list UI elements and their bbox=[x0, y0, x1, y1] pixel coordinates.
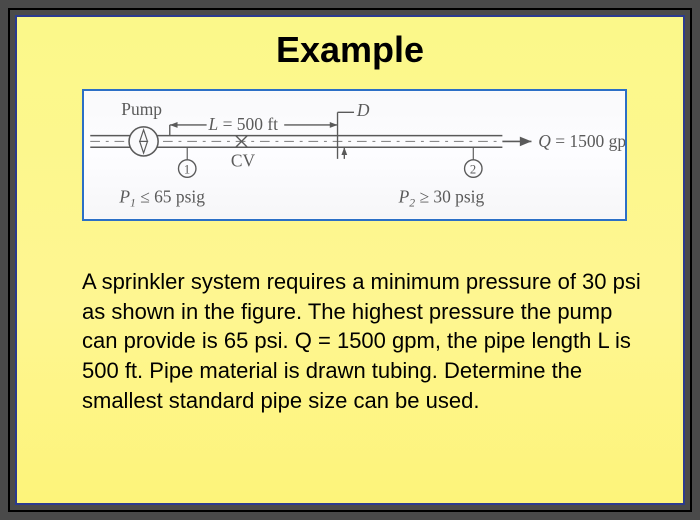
slide: Example Pump bbox=[15, 15, 685, 505]
figure-box: Pump CV L = 500 ft D bbox=[82, 89, 627, 221]
pump-label: Pump bbox=[121, 99, 162, 119]
node-2-label: 2 bbox=[470, 162, 476, 176]
pipe-diagram: Pump CV L = 500 ft D bbox=[84, 91, 625, 219]
d-label: D bbox=[356, 100, 370, 120]
node-1-label: 1 bbox=[184, 162, 190, 176]
slide-outer: Example Pump bbox=[0, 0, 700, 520]
slide-border: Example Pump bbox=[8, 8, 692, 512]
body-text: A sprinkler system requires a minimum pr… bbox=[82, 267, 642, 415]
p1-label: P1 ≤ 65 psig bbox=[118, 187, 205, 210]
q-label: Q = 1500 gpm bbox=[538, 131, 625, 151]
slide-title: Example bbox=[17, 29, 683, 71]
p2-label: P2 ≥ 30 psig bbox=[398, 187, 485, 210]
length-label: L = 500 ft bbox=[208, 114, 279, 134]
cv-label: CV bbox=[231, 151, 256, 171]
body-paragraph: A sprinkler system requires a minimum pr… bbox=[82, 269, 641, 413]
